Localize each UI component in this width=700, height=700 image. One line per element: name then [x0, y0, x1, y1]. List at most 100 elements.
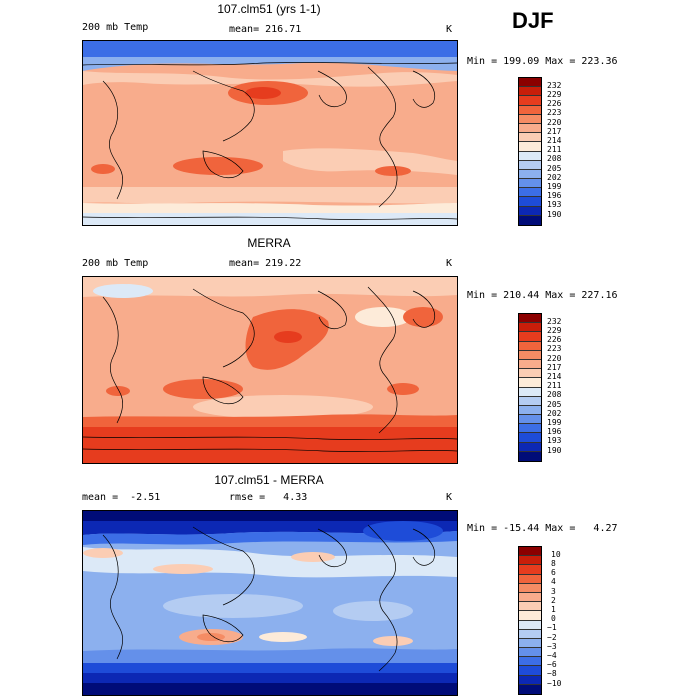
colorbar-swatch	[519, 405, 541, 416]
colorbar-swatch	[519, 547, 541, 557]
colorbar-swatch	[519, 151, 541, 161]
colorbar-tick-label: 0	[551, 614, 556, 623]
panel-obs-map	[82, 276, 458, 464]
colorbar-tick-label: 2	[551, 596, 556, 605]
colorbar-tick-label: 232	[547, 81, 562, 90]
colorbar-tick-label: −2	[547, 633, 557, 642]
colorbar-swatch	[519, 369, 541, 379]
colorbar-swatch	[519, 629, 541, 639]
colorbar-swatch	[519, 424, 541, 434]
colorbar-swatch	[519, 638, 541, 649]
colorbar-swatch	[519, 442, 541, 452]
panel-model-variable: 200 mb Temp	[82, 22, 149, 33]
colorbar-tick-label: 190	[547, 210, 562, 219]
colorbar-tick-label: 211	[547, 145, 562, 154]
colorbar-swatch	[519, 611, 541, 621]
colorbar-tick-label: 232	[547, 317, 562, 326]
colorbar-tick-label: 217	[547, 363, 562, 372]
colorbar-swatch	[519, 350, 541, 360]
panel-model-minmax: Min = 199.09 Max = 223.36	[467, 56, 618, 67]
panel-model-units: K	[446, 24, 453, 35]
colorbar-swatch	[519, 684, 541, 694]
panel-obs-title: MERRA	[247, 236, 291, 250]
colorbar-swatch	[519, 179, 541, 189]
colorbar-tick-label: 205	[547, 164, 562, 173]
colorbar-swatch	[519, 675, 541, 685]
colorbar-tick-label: 196	[547, 191, 562, 200]
panel-diff-map	[82, 510, 458, 696]
colorbar-tick-label: 202	[547, 173, 562, 182]
colorbar-tick-label: −1	[547, 623, 557, 632]
colorbar-tick-label: 3	[551, 587, 556, 596]
colorbar-tick-label: 226	[547, 335, 562, 344]
colorbar-tick-label: −8	[547, 669, 557, 678]
colorbar-swatch	[519, 160, 541, 170]
colorbar-tick-label: 4	[551, 577, 556, 586]
panel-diff-rmse: rmse = 4.33	[229, 492, 308, 503]
colorbar-swatch	[519, 197, 541, 207]
colorbar-tick-label: 193	[547, 436, 562, 445]
colorbar-tick-label: 6	[551, 568, 556, 577]
colorbar-swatch	[519, 341, 541, 351]
colorbar-swatch	[519, 556, 541, 566]
colorbar-swatch	[519, 602, 541, 612]
colorbar-swatch	[519, 583, 541, 593]
colorbar-swatch	[519, 206, 541, 216]
colorbar-tick-label: 220	[547, 354, 562, 363]
colorbar-tick-label: −6	[547, 660, 557, 669]
colorbar-tick-label: 196	[547, 427, 562, 436]
colorbar-tick-label: 220	[547, 118, 562, 127]
colorbar-tick-label: 190	[547, 446, 562, 455]
colorbar-swatch	[519, 96, 541, 106]
colorbar-swatch	[519, 359, 541, 370]
colorbar-tick-label: 193	[547, 200, 562, 209]
colorbar-tick-label: 208	[547, 390, 562, 399]
season-label: DJF	[512, 8, 554, 33]
colorbar-tick-label: 10	[551, 550, 561, 559]
colorbar-tick-label: 214	[547, 372, 562, 381]
colorbar-swatch	[519, 323, 541, 333]
colorbar-swatch	[519, 332, 541, 342]
colorbar-tick-label: 217	[547, 127, 562, 136]
colorbar-swatch	[519, 378, 541, 388]
colorbar-swatch	[519, 169, 541, 180]
colorbar-tick-label: 205	[547, 400, 562, 409]
colorbar-swatch	[519, 415, 541, 425]
colorbar-swatch	[519, 620, 541, 630]
panel-obs-colorbar	[518, 313, 542, 462]
colorbar-swatch	[519, 387, 541, 397]
panel-diff-title: 107.clm51 - MERRA	[214, 473, 324, 487]
colorbar-swatch	[519, 114, 541, 124]
colorbar-swatch	[519, 592, 541, 603]
panel-diff-units: K	[446, 492, 453, 503]
panel-diff-colorbar	[518, 546, 542, 695]
panel-obs-variable: 200 mb Temp	[82, 258, 149, 269]
colorbar-tick-label: 199	[547, 418, 562, 427]
colorbar-swatch	[519, 648, 541, 658]
panel-diff-minmax: Min = -15.44 Max = 4.27	[467, 523, 618, 534]
colorbar-swatch	[519, 666, 541, 676]
colorbar-tick-label: −10	[547, 679, 562, 688]
colorbar-tick-label: 214	[547, 136, 562, 145]
colorbar-tick-label: 208	[547, 154, 562, 163]
panel-obs-minmax: Min = 210.44 Max = 227.16	[467, 290, 618, 301]
colorbar-swatch	[519, 565, 541, 575]
colorbar-tick-label: 229	[547, 90, 562, 99]
colorbar-swatch	[519, 215, 541, 225]
colorbar-swatch	[519, 433, 541, 443]
colorbar-tick-label: 223	[547, 108, 562, 117]
colorbar-tick-label: 8	[551, 559, 556, 568]
colorbar-swatch	[519, 123, 541, 134]
panel-diff-mean: mean = -2.51	[82, 492, 161, 503]
panel-model-colorbar	[518, 77, 542, 226]
panel-model-mean: mean= 216.71	[229, 24, 302, 35]
colorbar-tick-label: 229	[547, 326, 562, 335]
colorbar-tick-label: 202	[547, 409, 562, 418]
colorbar-swatch	[519, 87, 541, 97]
colorbar-tick-label: 226	[547, 99, 562, 108]
colorbar-swatch	[519, 451, 541, 461]
colorbar-swatch	[519, 188, 541, 198]
colorbar-swatch	[519, 574, 541, 584]
panel-model-map	[82, 40, 458, 226]
colorbar-swatch	[519, 396, 541, 406]
